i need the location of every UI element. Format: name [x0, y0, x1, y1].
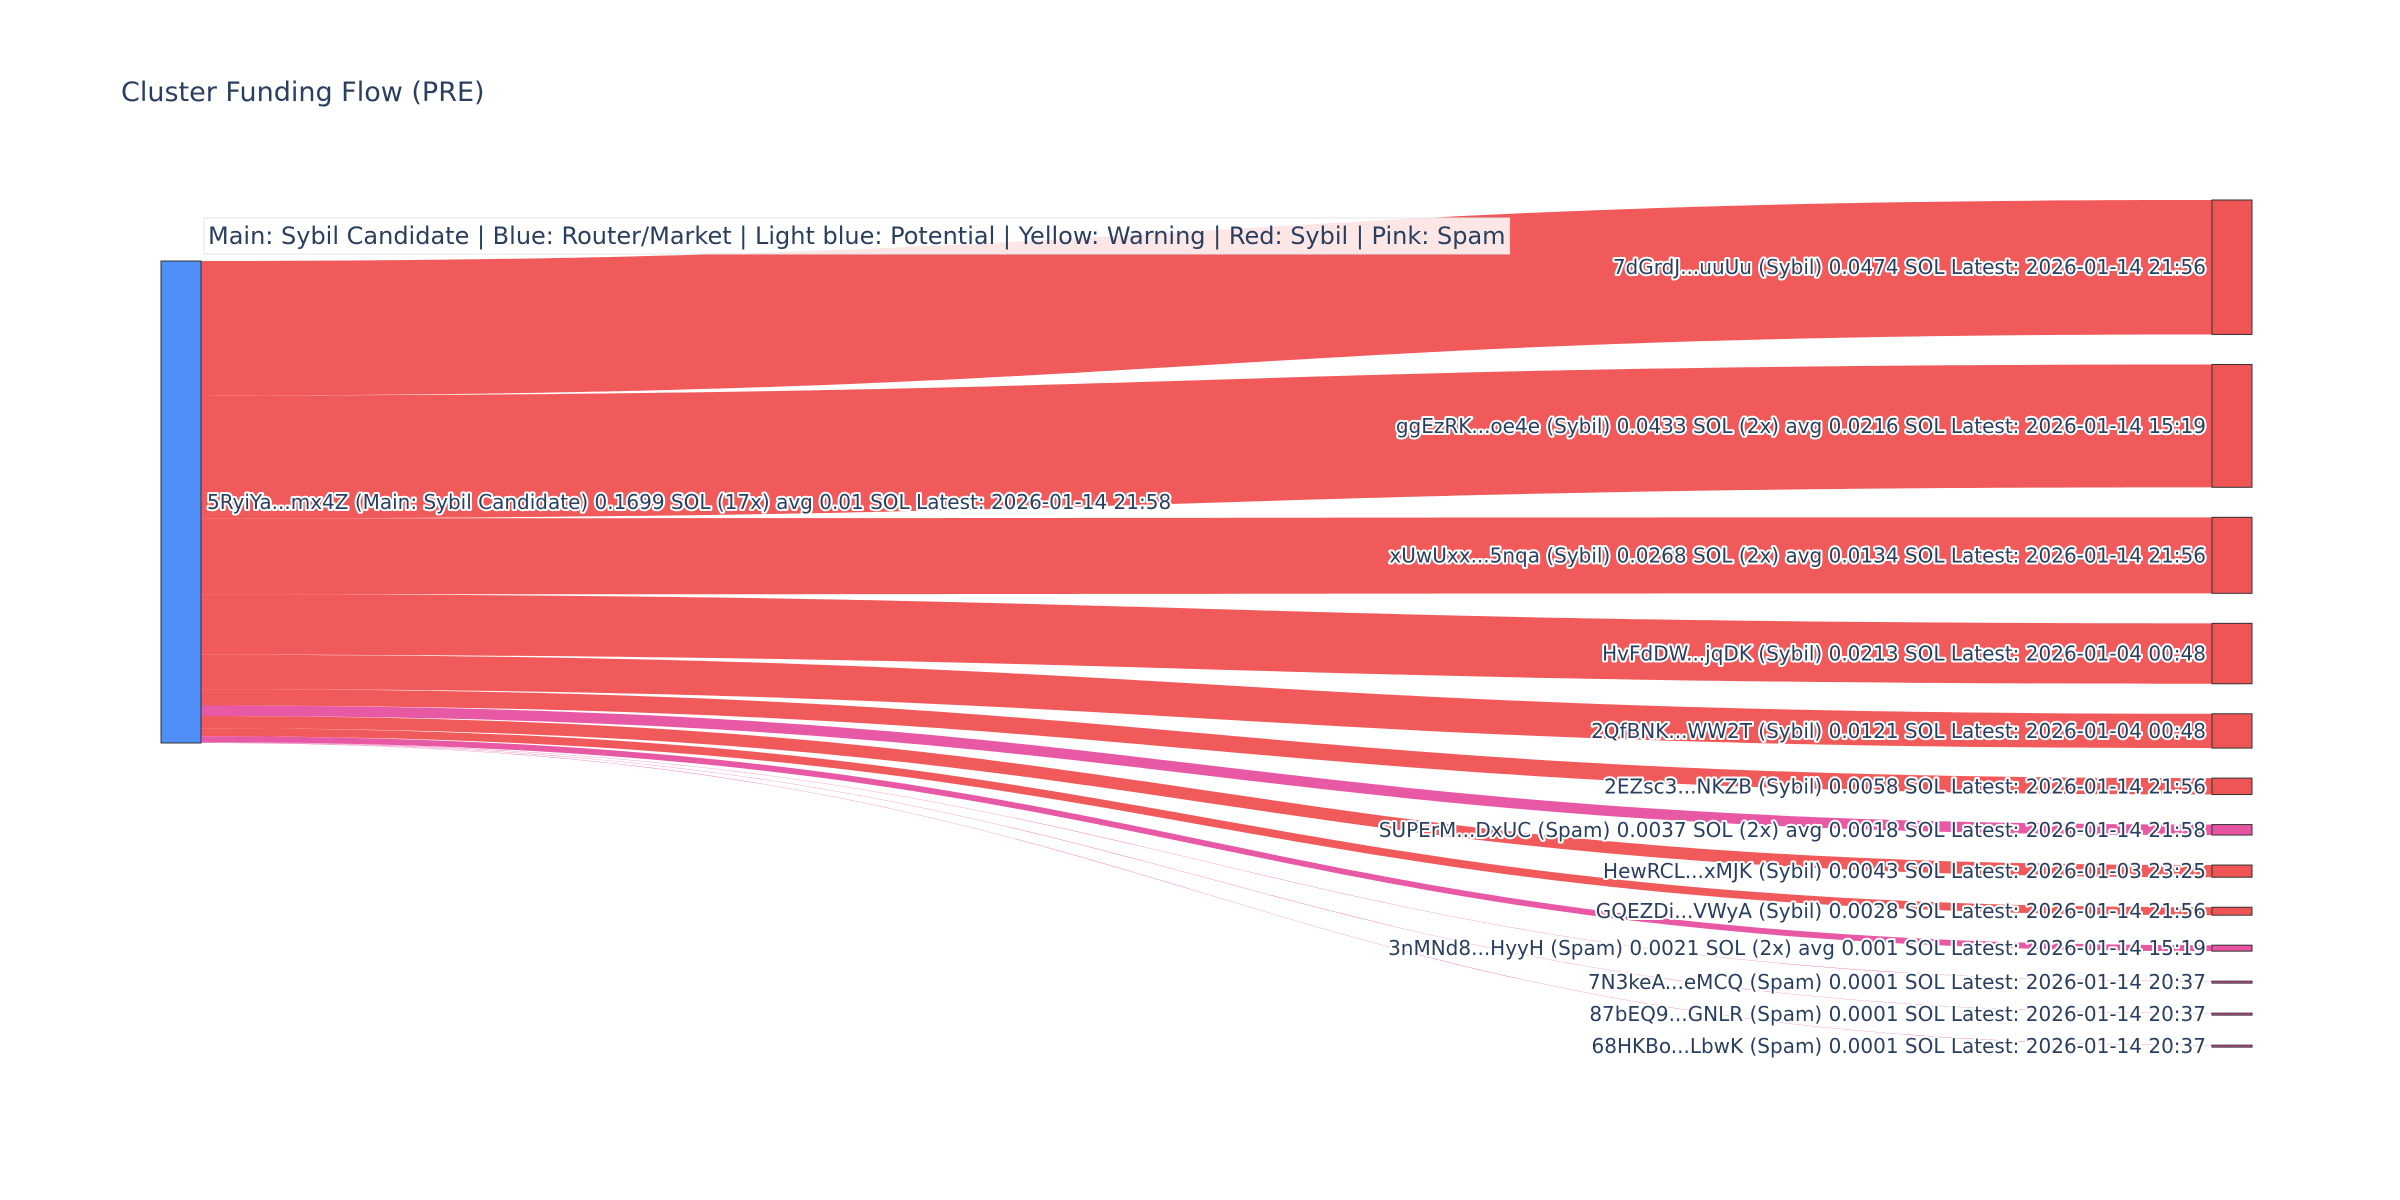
- target-node-label: SUPErM...DxUC (Spam) 0.0037 SOL (2x) avg…: [1379, 818, 2206, 842]
- target-node-label: 7N3keA...eMCQ (Spam) 0.0001 SOL Latest: …: [1588, 970, 2206, 994]
- target-node-label: 2EZsc3...NKZB (Sybil) 0.0058 SOL Latest:…: [1604, 774, 2206, 798]
- flow-link[interactable]: [201, 364, 2212, 519]
- flow-link[interactable]: [201, 689, 2212, 795]
- flow-link[interactable]: [201, 728, 2212, 916]
- flow-links: [201, 200, 2212, 1046]
- target-node[interactable]: [2211, 944, 2253, 952]
- target-node-label: ggEzRK...oe4e (Sybil) 0.0433 SOL (2x) av…: [1396, 414, 2206, 438]
- target-node-label: 7dGrdJ...uuUu (Sybil) 0.0474 SOL Latest:…: [1613, 255, 2206, 279]
- flow-link[interactable]: [201, 594, 2212, 684]
- flow-link[interactable]: [201, 736, 2212, 952]
- target-node-label: GQEZDi...VWyA (Sybil) 0.0028 SOL Latest:…: [1596, 899, 2206, 923]
- target-node[interactable]: [2211, 906, 2253, 916]
- flow-link[interactable]: [201, 742, 2212, 982]
- target-node[interactable]: [2211, 363, 2253, 488]
- flow-link[interactable]: [201, 705, 2212, 836]
- flow-link[interactable]: [201, 517, 2212, 595]
- flow-link[interactable]: [201, 742, 2212, 1046]
- target-node[interactable]: [2211, 1044, 2253, 1048]
- legend-annotation: Main: Sybil Candidate | Blue: Router/Mar…: [203, 217, 1511, 255]
- target-node[interactable]: [2211, 980, 2253, 984]
- target-node-label: xUwUxx...5nqa (Sybil) 0.0268 SOL (2x) av…: [1389, 543, 2206, 567]
- target-node-label: 87bEQ9...GNLR (Spam) 0.0001 SOL Latest: …: [1589, 1002, 2206, 1026]
- target-node[interactable]: [2211, 1012, 2253, 1016]
- target-node-label: 3nMNd8...HyyH (Spam) 0.0021 SOL (2x) avg…: [1388, 936, 2206, 960]
- source-node-label: 5RyiYa...mx4Z (Main: Sybil Candidate) 0.…: [207, 490, 1171, 514]
- legend-box: [203, 217, 1511, 255]
- source-node[interactable]: [160, 260, 202, 744]
- target-node-label: 2QfBNK...WW2T (Sybil) 0.0121 SOL Latest:…: [1591, 719, 2206, 743]
- target-node[interactable]: [2211, 199, 2253, 335]
- flow-link[interactable]: [201, 742, 2212, 1014]
- target-node[interactable]: [2211, 622, 2253, 685]
- node-labels: 5RyiYa...mx4Z (Main: Sybil Candidate) 0.…: [205, 253, 2208, 1060]
- target-node[interactable]: [2211, 713, 2253, 749]
- target-node-label: 68HKBo...LbwK (Spam) 0.0001 SOL Latest: …: [1592, 1034, 2206, 1058]
- target-node[interactable]: [2211, 864, 2253, 878]
- flow-link[interactable]: [201, 200, 2212, 396]
- chart-title: Cluster Funding Flow (PRE): [121, 77, 485, 108]
- target-node-label: HvFdDW...jqDK (Sybil) 0.0213 SOL Latest:…: [1602, 642, 2206, 666]
- target-node[interactable]: [2211, 777, 2253, 796]
- target-node[interactable]: [2211, 824, 2253, 836]
- flow-link[interactable]: [201, 716, 2212, 878]
- flow-nodes: [160, 199, 2253, 1048]
- legend-text: Main: Sybil Candidate | Blue: Router/Mar…: [208, 222, 1506, 250]
- target-node-label: HewRCL...xMJK (Sybil) 0.0043 SOL Latest:…: [1603, 859, 2206, 883]
- target-node[interactable]: [2211, 516, 2253, 594]
- flow-link[interactable]: [201, 654, 2212, 749]
